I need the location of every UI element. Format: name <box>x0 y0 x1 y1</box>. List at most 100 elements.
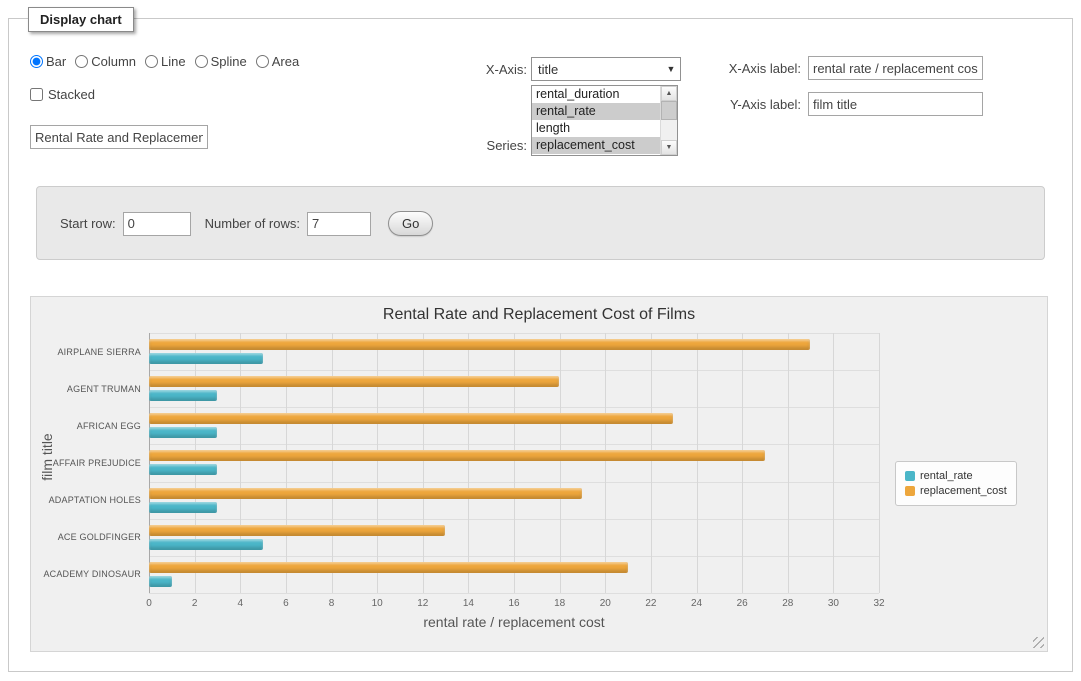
chart-type-options: Bar Column Line Spline Area <box>30 54 299 69</box>
category-label: ACE GOLDFINGER <box>33 532 141 542</box>
bar-replacement_cost <box>149 562 628 573</box>
x-gridline <box>514 333 515 593</box>
stacked-option[interactable]: Stacked <box>30 87 95 102</box>
chart-type-option-label: Area <box>272 54 299 69</box>
x-tick-label: 2 <box>180 598 210 609</box>
chart-type-radio[interactable] <box>195 55 208 68</box>
bar-rental_rate <box>149 353 263 364</box>
bar-replacement_cost <box>149 488 582 499</box>
x-gridline <box>788 333 789 593</box>
bar-rental_rate <box>149 539 263 550</box>
x-tick-label: 32 <box>864 598 894 609</box>
go-button[interactable]: Go <box>388 211 433 236</box>
bar-replacement_cost <box>149 339 810 350</box>
series-option[interactable]: length <box>532 120 660 137</box>
y-axis-label-caption: Y-Axis label: <box>651 97 801 112</box>
x-axis-select-value: title <box>532 62 662 77</box>
legend-swatch-icon <box>905 471 915 481</box>
x-gridline <box>468 333 469 593</box>
category-label: AIRPLANE SIERRA <box>33 347 141 357</box>
chart-type-radio[interactable] <box>30 55 43 68</box>
x-gridline <box>332 333 333 593</box>
x-gridline <box>195 333 196 593</box>
x-tick-label: 12 <box>408 598 438 609</box>
scroll-down-icon[interactable]: ▼ <box>661 140 677 155</box>
chart-x-axis-title: rental rate / replacement cost <box>149 614 879 630</box>
category-label: AFFAIR PREJUDICE <box>33 458 141 468</box>
chart-type-radio[interactable] <box>145 55 158 68</box>
x-tick-label: 20 <box>590 598 620 609</box>
x-gridline <box>697 333 698 593</box>
start-row-label: Start row: <box>60 216 116 231</box>
category-label: ACADEMY DINOSAUR <box>33 569 141 579</box>
y-gridline <box>149 593 879 594</box>
x-gridline <box>423 333 424 593</box>
x-tick-label: 28 <box>773 598 803 609</box>
category-label: ADAPTATION HOLES <box>33 495 141 505</box>
x-tick-label: 10 <box>362 598 392 609</box>
chart-title-input[interactable] <box>30 125 208 149</box>
x-tick-label: 6 <box>271 598 301 609</box>
y-axis-line <box>149 333 150 593</box>
y-axis-label-input[interactable] <box>808 92 983 116</box>
legend-label: replacement_cost <box>920 485 1007 497</box>
legend-label: rental_rate <box>920 470 973 482</box>
x-tick-label: 4 <box>225 598 255 609</box>
series-listbox-options: rental_durationrental_ratelengthreplacem… <box>532 86 660 155</box>
x-gridline <box>605 333 606 593</box>
chart-type-option-column[interactable]: Column <box>75 54 136 69</box>
chart-type-radio[interactable] <box>256 55 269 68</box>
series-option[interactable]: rental_duration <box>532 86 660 103</box>
chart-title: Rental Rate and Replacement Cost of Film… <box>31 306 1047 324</box>
x-gridline <box>879 333 880 593</box>
page: Display chart Bar Column Line Spline Area St… <box>0 0 1081 681</box>
bar-replacement_cost <box>149 413 673 424</box>
x-gridline <box>560 333 561 593</box>
rows-panel-controls: Start row: Number of rows: Go <box>60 211 433 236</box>
chart-legend: rental_rate replacement_cost <box>895 461 1017 506</box>
chart-type-option-bar[interactable]: Bar <box>30 54 66 69</box>
series-option[interactable]: rental_rate <box>532 103 660 120</box>
bar-rental_rate <box>149 464 217 475</box>
x-tick-label: 22 <box>636 598 666 609</box>
legend-swatch-icon <box>905 486 915 496</box>
x-gridline <box>651 333 652 593</box>
resize-handle-icon[interactable] <box>1033 637 1044 648</box>
x-axis-select-caption: X-Axis: <box>430 62 527 77</box>
bar-replacement_cost <box>149 376 559 387</box>
chart-type-option-label: Line <box>161 54 186 69</box>
chart-type-option-label: Spline <box>211 54 247 69</box>
x-axis-label-input[interactable] <box>808 56 983 80</box>
stacked-label: Stacked <box>48 87 95 102</box>
rows-panel: Start row: Number of rows: Go <box>36 186 1045 260</box>
x-tick-label: 26 <box>727 598 757 609</box>
x-gridline <box>377 333 378 593</box>
bar-rental_rate <box>149 576 172 587</box>
category-label: AGENT TRUMAN <box>33 384 141 394</box>
bar-rental_rate <box>149 502 217 513</box>
bar-replacement_cost <box>149 450 765 461</box>
category-label: AFRICAN EGG <box>33 421 141 431</box>
series-listbox[interactable]: rental_durationrental_ratelengthreplacem… <box>531 85 678 156</box>
bar-replacement_cost <box>149 525 445 536</box>
fieldset-legend: Display chart <box>28 7 134 32</box>
start-row-input[interactable] <box>123 212 191 236</box>
x-gridline <box>286 333 287 593</box>
x-tick-label: 8 <box>317 598 347 609</box>
stacked-checkbox[interactable] <box>30 88 43 101</box>
chart-type-option-line[interactable]: Line <box>145 54 186 69</box>
num-rows-input[interactable] <box>307 212 371 236</box>
chart-type-option-spline[interactable]: Spline <box>195 54 247 69</box>
x-tick-label: 14 <box>453 598 483 609</box>
legend-item-rental_rate[interactable]: rental_rate <box>905 470 1007 482</box>
num-rows-label: Number of rows: <box>205 216 300 231</box>
chart-type-option-area[interactable]: Area <box>256 54 299 69</box>
series-option[interactable]: replacement_cost <box>532 137 660 154</box>
x-gridline <box>240 333 241 593</box>
chart-type-radio[interactable] <box>75 55 88 68</box>
x-gridline <box>833 333 834 593</box>
x-tick-label: 0 <box>134 598 164 609</box>
legend-item-replacement_cost[interactable]: replacement_cost <box>905 485 1007 497</box>
bar-rental_rate <box>149 427 217 438</box>
chart-type-option-label: Bar <box>46 54 66 69</box>
